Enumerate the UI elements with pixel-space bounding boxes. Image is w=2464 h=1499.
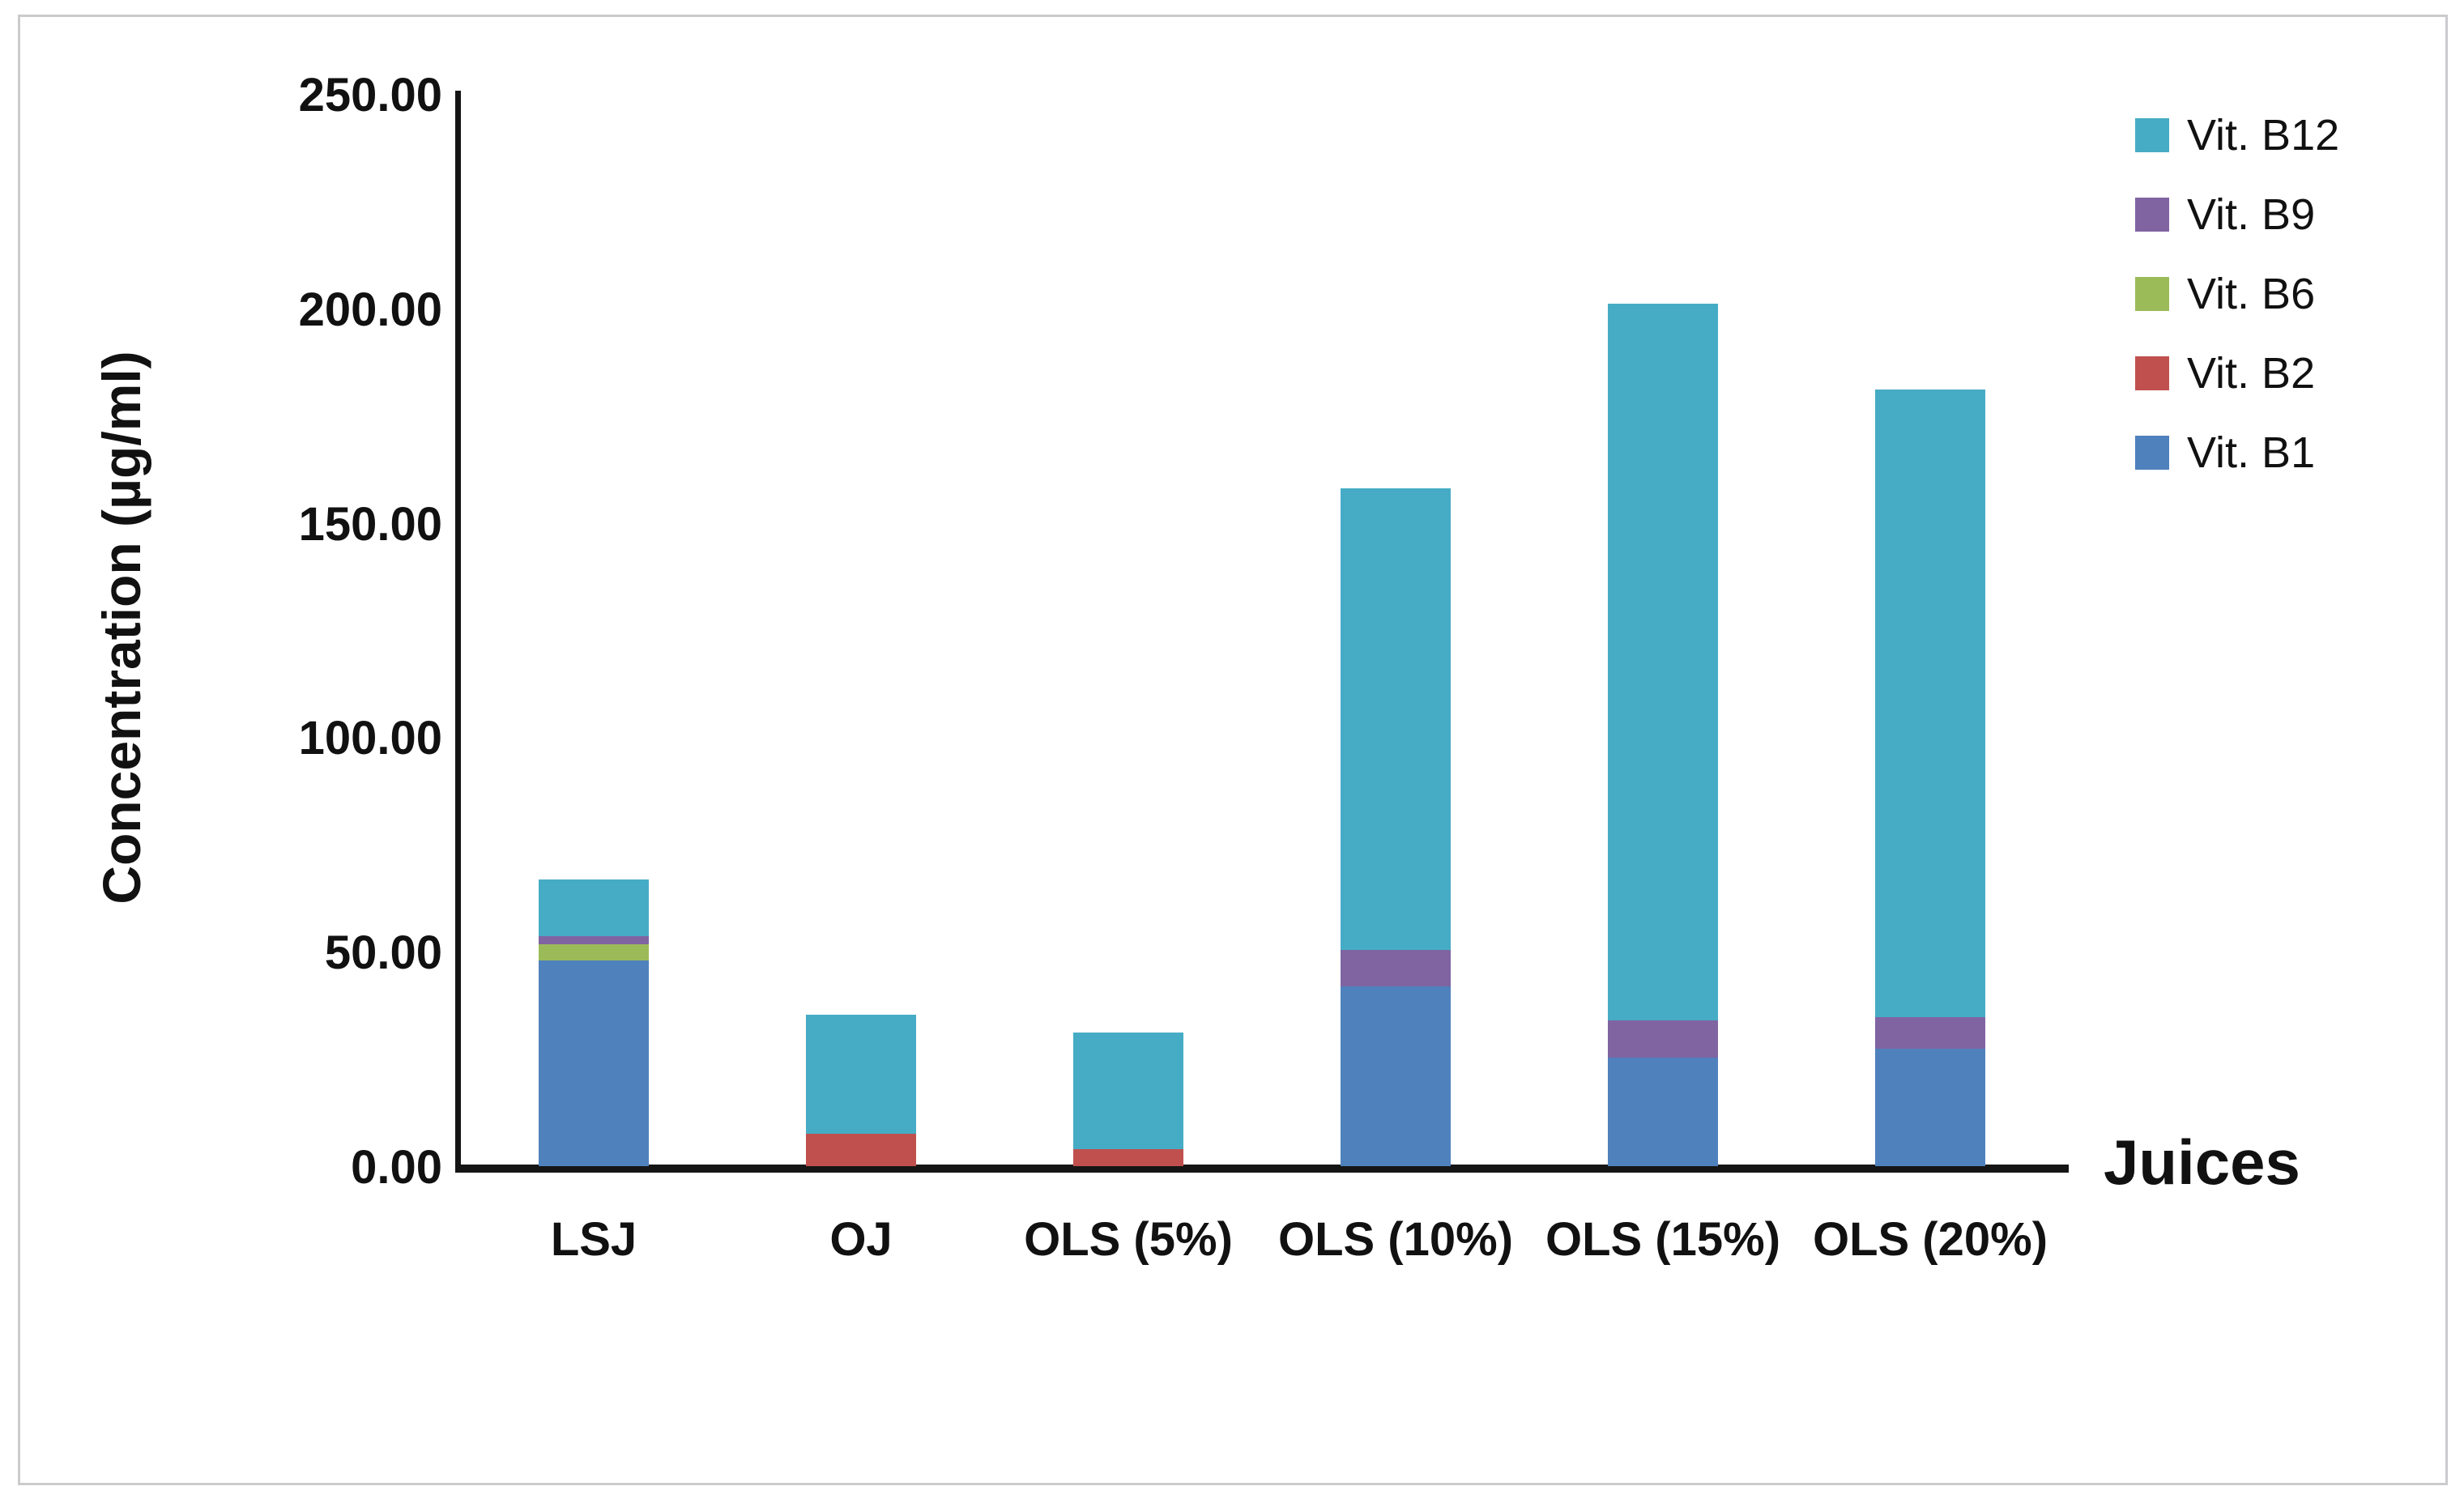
bar-slot-OLS (15%) — [1529, 0, 1797, 1166]
y-axis-line — [455, 91, 461, 1173]
bar-OLS (5%) — [1073, 1032, 1183, 1166]
legend-item: Vit. B2 — [2135, 351, 2339, 395]
x-axis-category-label: LSJ — [550, 1213, 637, 1266]
bar-OLS (20%) — [1875, 389, 1985, 1166]
bar-OLS (15%) — [1608, 304, 1718, 1166]
legend-label: Vit. B9 — [2187, 190, 2316, 239]
legend-item: Vit. B1 — [2135, 431, 2339, 475]
legend-item: Vit. B6 — [2135, 272, 2339, 316]
bar-segment-Vit. B12-OLS (15%) — [1608, 304, 1718, 1020]
y-tick-label: 200.00 — [298, 283, 442, 336]
bar-LSJ — [539, 879, 649, 1166]
y-tick-label: 0.00 — [351, 1141, 442, 1194]
legend-swatch-Vit. B1 — [2135, 436, 2169, 470]
bar-segment-Vit. B12-OJ — [806, 1015, 916, 1134]
legend-label: Vit. B2 — [2187, 349, 2316, 398]
bar-segment-Vit. B2-OLS (5%) — [1073, 1148, 1183, 1166]
bar-slot-OJ — [727, 0, 995, 1166]
y-tick-label: 150.00 — [298, 497, 442, 551]
legend-label: Vit. B12 — [2187, 111, 2340, 160]
legend-swatch-Vit. B9 — [2135, 198, 2169, 232]
x-axis-title: Juices — [2104, 1126, 2300, 1198]
legend-item: Vit. B9 — [2135, 193, 2339, 236]
y-tick-label: 250.00 — [298, 69, 442, 121]
bar-segment-Vit. B1-LSJ — [539, 960, 649, 1166]
bar-segment-Vit. B9-OLS (20%) — [1875, 1017, 1985, 1049]
y-axis-title-text: Concentration (µg/ml) — [92, 351, 151, 905]
bar-segment-Vit. B1-OLS (15%) — [1608, 1058, 1718, 1166]
legend: Vit. B12 Vit. B9 Vit. B6 Vit. B2 Vit. B1 — [2135, 113, 2339, 515]
bar-segment-Vit. B12-LSJ — [539, 879, 649, 937]
x-axis-line — [455, 1165, 2069, 1173]
x-axis-category-label: OJ — [829, 1213, 893, 1266]
bar-slot-LSJ — [460, 0, 727, 1166]
bar-slot-OLS (20%) — [1797, 0, 2064, 1166]
x-axis-category-label: OLS (20%) — [1812, 1213, 2048, 1266]
bar-OLS (10%) — [1341, 488, 1451, 1166]
x-axis-category-label: OLS (15%) — [1545, 1213, 1781, 1266]
x-axis-category-label: OLS (5%) — [1024, 1213, 1233, 1266]
bar-segment-Vit. B12-OLS (20%) — [1875, 389, 1985, 1018]
bar-segment-Vit. B1-OLS (20%) — [1875, 1048, 1985, 1166]
legend-item: Vit. B12 — [2135, 113, 2339, 157]
bar-slot-OLS (5%) — [995, 0, 1262, 1166]
bar-segment-Vit. B1-OLS (10%) — [1341, 986, 1451, 1166]
y-tick-label: 50.00 — [324, 926, 442, 980]
bar-segment-Vit. B12-OLS (5%) — [1073, 1032, 1183, 1149]
bar-segment-Vit. B9-OLS (15%) — [1608, 1020, 1718, 1058]
bar-segment-Vit. B9-LSJ — [539, 936, 649, 945]
plot-area — [460, 0, 2064, 1166]
y-tick-label: 100.00 — [298, 712, 442, 765]
x-axis-category-label: OLS (10%) — [1277, 1213, 1514, 1266]
bar-segment-Vit. B6-LSJ — [539, 944, 649, 960]
bar-slot-OLS (10%) — [1262, 0, 1529, 1166]
bar-segment-Vit. B9-OLS (10%) — [1341, 950, 1451, 987]
bar-OJ — [806, 1015, 916, 1166]
bar-segment-Vit. B2-OJ — [806, 1133, 916, 1166]
legend-label: Vit. B1 — [2187, 428, 2316, 477]
legend-label: Vit. B6 — [2187, 270, 2316, 318]
legend-swatch-Vit. B2 — [2135, 356, 2169, 390]
bar-segment-Vit. B12-OLS (10%) — [1341, 488, 1451, 951]
legend-swatch-Vit. B12 — [2135, 118, 2169, 152]
legend-swatch-Vit. B6 — [2135, 277, 2169, 311]
